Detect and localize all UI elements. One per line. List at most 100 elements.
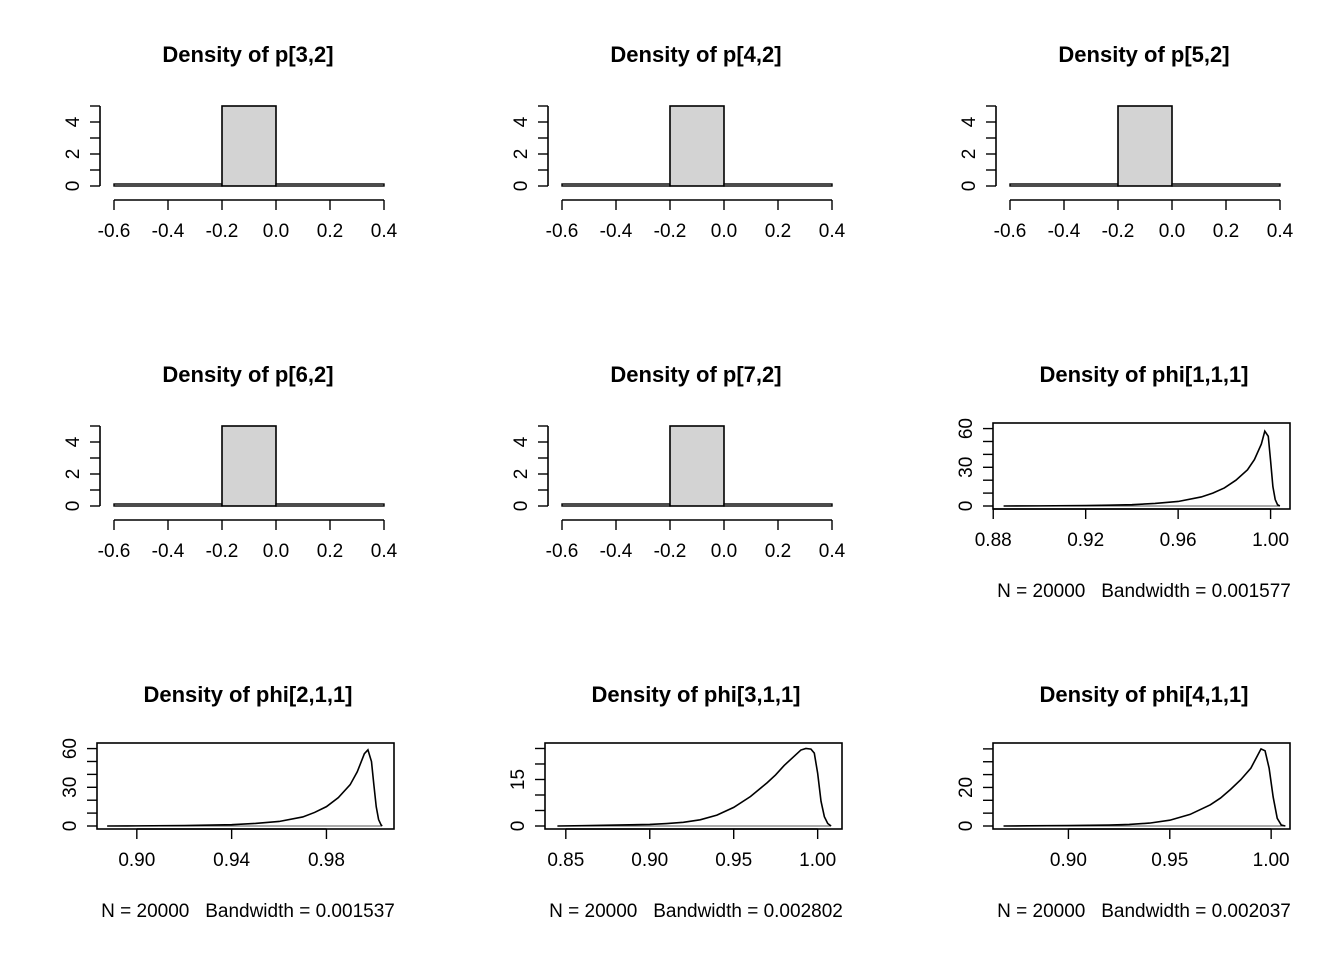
x-tick-label: -0.2	[206, 221, 239, 242]
density-curve	[1003, 747, 1286, 827]
bandwidth-caption: N = 20000 Bandwidth = 0.001537	[101, 901, 395, 922]
x-tick-label: 0.0	[263, 221, 289, 242]
density-panel-1: Density of p[3,2] 0 2 4 -0.6 -0.4 -0.2 0.0 0.2 0.…	[63, 42, 398, 242]
x-tick-label: 0.2	[317, 541, 343, 562]
x-tick-label: 0.94	[213, 850, 250, 871]
x-tick-label: 0.4	[819, 221, 846, 242]
y-tick-label: 2	[63, 469, 84, 480]
bandwidth-caption: N = 20000 Bandwidth = 0.002802	[549, 901, 843, 922]
panel-title: Density of phi[3,1,1]	[591, 682, 800, 707]
panel-title: Density of p[6,2]	[162, 362, 333, 387]
x-tick-label: 0.90	[118, 850, 155, 871]
histogram-bar	[1009, 183, 1119, 187]
x-tick-label: 0.2	[1213, 221, 1239, 242]
x-tick-label: 0.2	[765, 221, 791, 242]
x-tick-label: 0.4	[1267, 221, 1294, 242]
plot-frame	[992, 742, 1291, 830]
y-tick-label: 0	[508, 821, 529, 832]
x-tick-label: -0.4	[600, 541, 633, 562]
x-tick-label: 0.90	[1050, 850, 1087, 871]
x-tick-label: 0.92	[1067, 530, 1104, 551]
panel-title: Density of p[7,2]	[610, 362, 781, 387]
y-tick-label: 0	[956, 821, 977, 832]
x-tick-label: 1.00	[799, 850, 836, 871]
histogram-bar	[113, 183, 223, 187]
y-tick-label: 0	[63, 181, 84, 192]
x-tick-label: 0.4	[371, 541, 398, 562]
x-tick-label: 0.96	[1160, 530, 1197, 551]
x-tick-label: -0.6	[546, 541, 579, 562]
x-tick-label: -0.4	[1048, 221, 1081, 242]
x-tick-label: -0.2	[654, 541, 687, 562]
x-tick-label: -0.4	[152, 221, 185, 242]
histogram-bar	[1171, 183, 1281, 187]
plot-frame	[992, 422, 1291, 510]
panel-title: Density of p[4,2]	[610, 42, 781, 67]
y-tick-label: 4	[511, 116, 532, 127]
y-tick-label: 60	[956, 418, 977, 439]
y-tick-label: 0	[63, 501, 84, 512]
x-tick-label: -0.6	[98, 541, 131, 562]
x-tick-label: -0.4	[152, 541, 185, 562]
y-tick-label: 2	[959, 149, 980, 160]
x-tick-label: 0.0	[1159, 221, 1185, 242]
x-tick-label: 0.88	[975, 530, 1012, 551]
y-tick-label: 30	[60, 777, 81, 798]
x-tick-label: -0.2	[206, 541, 239, 562]
y-tick-label: 15	[508, 769, 529, 790]
x-tick-label: 0.85	[547, 850, 584, 871]
histogram-bar	[723, 183, 833, 187]
y-tick-label: 4	[63, 436, 84, 447]
bandwidth-caption: N = 20000 Bandwidth = 0.001577	[997, 581, 1291, 602]
x-tick-label: 1.00	[1253, 850, 1290, 871]
x-tick-label: 0.90	[631, 850, 668, 871]
x-tick-label: 0.98	[308, 850, 345, 871]
x-tick-label: 0.95	[715, 850, 752, 871]
y-tick-label: 2	[511, 149, 532, 160]
x-tick-label: 0.2	[765, 541, 791, 562]
y-tick-label: 0	[511, 501, 532, 512]
x-tick-label: -0.6	[98, 221, 131, 242]
histogram-bar	[275, 503, 385, 507]
density-curve	[107, 748, 383, 827]
y-tick-label: 0	[956, 501, 977, 512]
x-tick-label: -0.2	[654, 221, 687, 242]
plot-frame	[544, 742, 843, 830]
x-tick-label: 0.0	[711, 221, 737, 242]
x-tick-label: -0.6	[994, 221, 1027, 242]
density-curve	[1003, 429, 1281, 507]
x-tick-label: 0.4	[371, 221, 398, 242]
x-tick-label: 0.95	[1151, 850, 1188, 871]
histogram-bar	[1117, 105, 1173, 187]
histogram-bar	[561, 503, 671, 507]
bandwidth-caption: N = 20000 Bandwidth = 0.002037	[997, 901, 1291, 922]
histogram-bar	[275, 183, 385, 187]
x-tick-label: 1.00	[1252, 530, 1289, 551]
density-panel-9: Density of phi[4,1,1] 0 20 0.90 0.95 1.00 N = …	[956, 682, 1291, 922]
panel-title: Density of p[3,2]	[162, 42, 333, 67]
density-panel-5: Density of p[7,2] 0 2 4 -0.6 -0.4 -0.2 0.0 0.2 0.…	[511, 362, 846, 562]
panel-title: Density of p[5,2]	[1058, 42, 1229, 67]
x-tick-label: 0.2	[317, 221, 343, 242]
y-tick-label: 0	[60, 821, 81, 832]
y-tick-label: 0	[511, 181, 532, 192]
density-panel-7: Density of phi[2,1,1] 0 30 60 0.90 0.94 0.98 N …	[60, 682, 395, 922]
x-tick-label: 0.0	[711, 541, 737, 562]
y-tick-label: 0	[959, 181, 980, 192]
histogram-bar	[669, 425, 725, 507]
x-tick-label: -0.6	[546, 221, 579, 242]
y-tick-label: 4	[511, 436, 532, 447]
density-panel-3: Density of p[5,2] 0 2 4 -0.6 -0.4 -0.2 0.0 0.2 0.…	[959, 42, 1294, 242]
histogram-bar	[113, 503, 223, 507]
histogram-bar	[561, 183, 671, 187]
density-panel-6: Density of phi[1,1,1] 0 30 60 0.88 0.92 0.96 1.…	[956, 362, 1291, 602]
density-curve	[557, 747, 832, 827]
y-tick-label: 30	[956, 457, 977, 478]
histogram-bar	[221, 105, 277, 187]
y-tick-label: 2	[63, 149, 84, 160]
histogram-bar	[221, 425, 277, 507]
y-tick-label: 2	[511, 469, 532, 480]
density-panel-8: Density of phi[3,1,1] 0 15 0.85 0.90 0.95 1.00…	[508, 682, 843, 922]
